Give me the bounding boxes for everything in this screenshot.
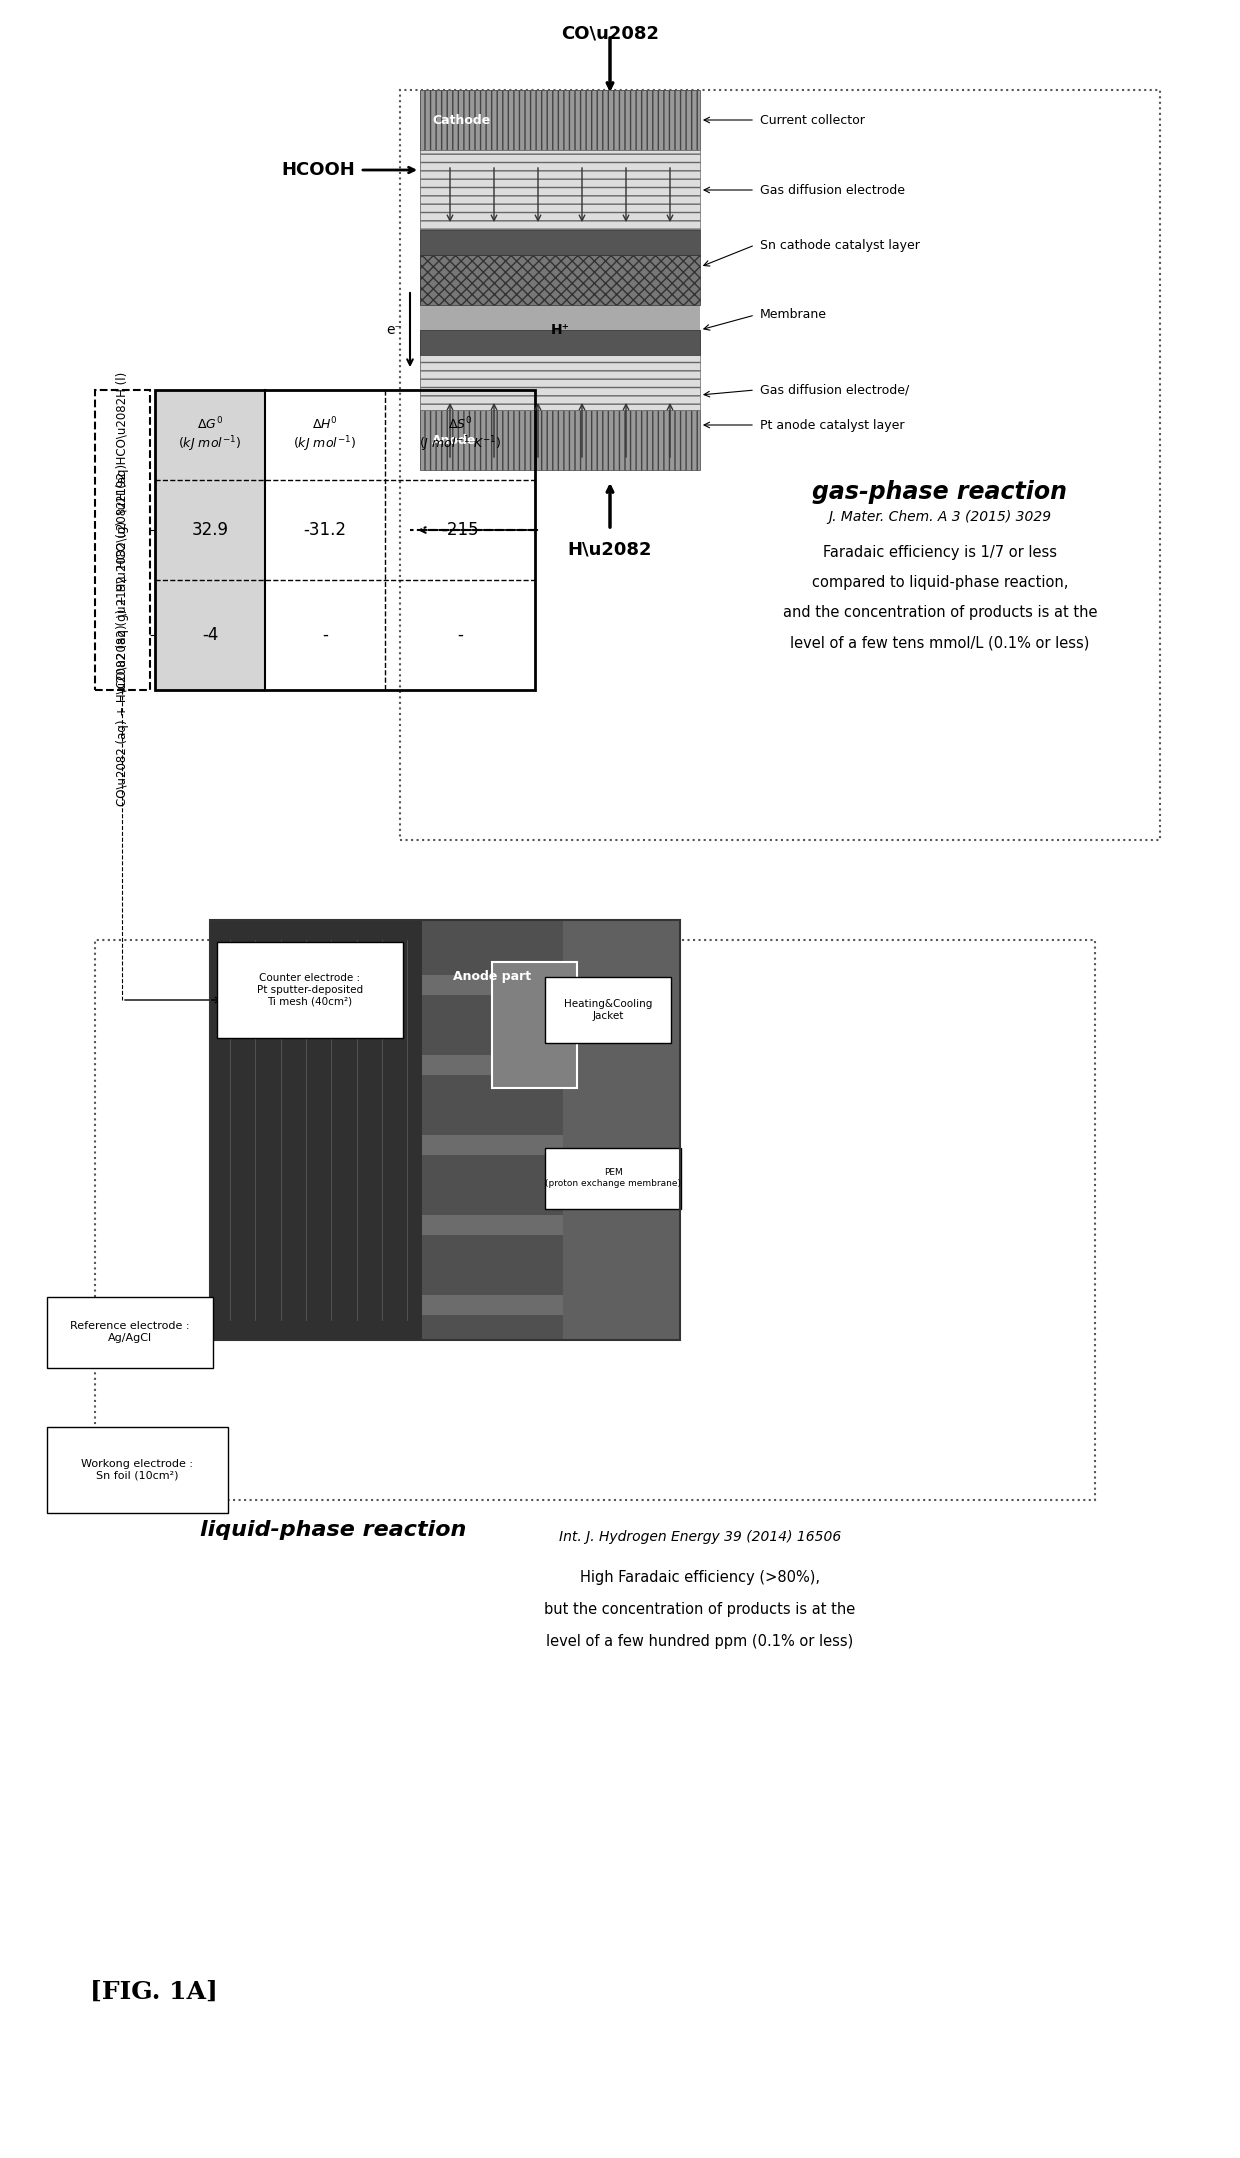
Text: Anode: Anode xyxy=(432,434,476,447)
Text: Cathode: Cathode xyxy=(432,114,490,127)
Text: CO\u2082 (aq) + H\u2082 (aq)  \u2192  HCO\u2082H (aq): CO\u2082 (aq) + H\u2082 (aq) \u2192 HCO\… xyxy=(117,464,129,807)
Text: liquid-phase reaction: liquid-phase reaction xyxy=(200,1519,466,1541)
FancyBboxPatch shape xyxy=(546,1148,682,1208)
Text: PEM
(proton exchange membrane): PEM (proton exchange membrane) xyxy=(546,1167,682,1187)
Bar xyxy=(210,919,680,1340)
Text: and the concentration of products is at the: and the concentration of products is at … xyxy=(782,604,1097,619)
Text: $\Delta G^0$
$(kJ\ mol^{-1})$: $\Delta G^0$ $(kJ\ mol^{-1})$ xyxy=(179,416,242,455)
Bar xyxy=(420,231,701,255)
Bar xyxy=(420,330,701,410)
Bar xyxy=(420,151,701,231)
Text: -: - xyxy=(458,626,463,643)
Text: -4: -4 xyxy=(202,626,218,643)
Text: Sn cathode catalyst layer: Sn cathode catalyst layer xyxy=(760,240,920,252)
Text: but the concentration of products is at the: but the concentration of products is at … xyxy=(544,1601,856,1616)
Text: Gas diffusion electrode: Gas diffusion electrode xyxy=(760,183,905,196)
Text: compared to liquid-phase reaction,: compared to liquid-phase reaction, xyxy=(812,574,1068,589)
Bar xyxy=(420,255,701,304)
Text: gas-phase reaction: gas-phase reaction xyxy=(812,479,1068,505)
Text: level of a few tens mmol/L (0.1% or less): level of a few tens mmol/L (0.1% or less… xyxy=(790,634,1090,650)
Bar xyxy=(563,919,680,1340)
Text: Cathode part: Cathode part xyxy=(268,969,360,984)
Text: CO\u2082: CO\u2082 xyxy=(560,26,658,43)
Text: Current collector: Current collector xyxy=(760,114,864,127)
Bar xyxy=(420,304,701,330)
Text: Faradaic efficiency is 1/7 or less: Faradaic efficiency is 1/7 or less xyxy=(823,546,1056,559)
Bar xyxy=(422,1135,563,1155)
Text: Counter electrode :
Pt sputter-deposited
Ti mesh (40cm²): Counter electrode : Pt sputter-deposited… xyxy=(257,973,363,1006)
Text: Anode part: Anode part xyxy=(453,969,531,984)
Text: Int. J. Hydrogen Energy 39 (2014) 16506: Int. J. Hydrogen Energy 39 (2014) 16506 xyxy=(559,1530,841,1543)
Text: -31.2: -31.2 xyxy=(304,520,346,540)
Text: H⁺: H⁺ xyxy=(551,324,569,337)
Bar xyxy=(420,330,701,410)
Bar xyxy=(420,151,701,231)
Text: J. Mater. Chem. A 3 (2015) 3029: J. Mater. Chem. A 3 (2015) 3029 xyxy=(828,509,1052,524)
Text: HCOOH: HCOOH xyxy=(281,162,355,179)
Text: Workong electrode :
Sn foil (10cm²): Workong electrode : Sn foil (10cm²) xyxy=(81,1459,193,1480)
Text: Pt anode catalyst layer: Pt anode catalyst layer xyxy=(760,419,904,432)
Bar xyxy=(155,391,265,691)
Text: Membrane: Membrane xyxy=(760,309,827,322)
Bar xyxy=(420,91,701,151)
Text: H\u2082: H\u2082 xyxy=(568,540,652,559)
Text: $\Delta S^0$
$(J\ mol^{-1}\ K^{-1})$: $\Delta S^0$ $(J\ mol^{-1}\ K^{-1})$ xyxy=(419,416,501,455)
Text: $\Delta H^0$
$(kJ\ mol^{-1})$: $\Delta H^0$ $(kJ\ mol^{-1})$ xyxy=(294,416,357,455)
Text: level of a few hundred ppm (0.1% or less): level of a few hundred ppm (0.1% or less… xyxy=(547,1634,853,1649)
Bar xyxy=(420,255,701,304)
FancyBboxPatch shape xyxy=(47,1297,213,1368)
Bar xyxy=(420,231,701,255)
Bar xyxy=(420,330,701,356)
Bar xyxy=(422,1055,563,1075)
FancyBboxPatch shape xyxy=(546,978,671,1042)
Text: Reference electrode :
Ag/AgCl: Reference electrode : Ag/AgCl xyxy=(71,1321,190,1342)
Text: -: - xyxy=(322,626,327,643)
Text: [FIG. 1A]: [FIG. 1A] xyxy=(91,1981,218,2005)
Bar xyxy=(420,410,701,470)
Text: Heating&Cooling
Jacket: Heating&Cooling Jacket xyxy=(564,999,652,1021)
Text: High Faradaic efficiency (>80%),: High Faradaic efficiency (>80%), xyxy=(580,1571,820,1584)
Bar xyxy=(420,91,701,151)
Bar xyxy=(422,1215,563,1234)
Text: Gas diffusion electrode/: Gas diffusion electrode/ xyxy=(760,384,909,397)
FancyBboxPatch shape xyxy=(217,943,403,1038)
Bar xyxy=(420,410,701,470)
Text: CO\u2082 (g) + H\u2082 (g)  \u2192  HCO\u2082H (l): CO\u2082 (g) + H\u2082 (g) \u2192 HCO\u2… xyxy=(117,371,129,688)
Bar xyxy=(210,919,422,1340)
Bar xyxy=(422,919,563,1340)
Text: -215: -215 xyxy=(441,520,479,540)
Bar xyxy=(422,1295,563,1314)
Bar xyxy=(492,962,577,1088)
Text: e⁻: e⁻ xyxy=(386,324,402,337)
Bar xyxy=(422,975,563,995)
FancyBboxPatch shape xyxy=(47,1426,228,1513)
Text: 32.9: 32.9 xyxy=(191,520,228,540)
